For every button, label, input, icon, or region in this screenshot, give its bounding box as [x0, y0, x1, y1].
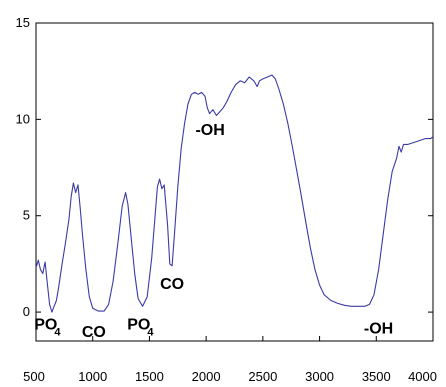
y-tick-label: 10 — [16, 111, 30, 126]
annotation-text: PO — [127, 316, 150, 333]
annotation-text: PO — [34, 316, 57, 333]
peak-annotation: -OH — [195, 122, 224, 139]
spectrum-line — [35, 74, 434, 313]
x-tick-label: 1000 — [78, 369, 107, 384]
y-tick-label: 5 — [23, 208, 30, 223]
x-tick-label: 2500 — [248, 369, 277, 384]
peak-annotation: CO — [82, 324, 106, 341]
annotation-subscript: 4 — [54, 326, 61, 338]
annotation-subscript: 4 — [147, 326, 154, 338]
annotation-text: -OH — [364, 320, 393, 337]
annotation-text: CO — [82, 324, 106, 341]
annotation-text: CO — [160, 276, 184, 293]
x-tick-label: 1500 — [135, 369, 164, 384]
peak-annotation: -OH — [364, 320, 393, 337]
annotation-text: -OH — [195, 122, 224, 139]
x-tick-label: 500 — [23, 369, 45, 384]
y-tick-label: 0 — [23, 304, 30, 319]
x-tick-label: 2000 — [192, 369, 221, 384]
x-tick-label: 4000 — [408, 369, 437, 384]
x-tick-label: 3000 — [305, 369, 334, 384]
peak-annotation: CO — [160, 276, 184, 293]
y-tick-label: 15 — [16, 15, 30, 30]
plot-frame — [35, 22, 434, 342]
x-tick-label: 3500 — [362, 369, 391, 384]
peak-annotation: PO4 — [34, 316, 61, 338]
peak-annotation: PO4 — [127, 316, 154, 338]
